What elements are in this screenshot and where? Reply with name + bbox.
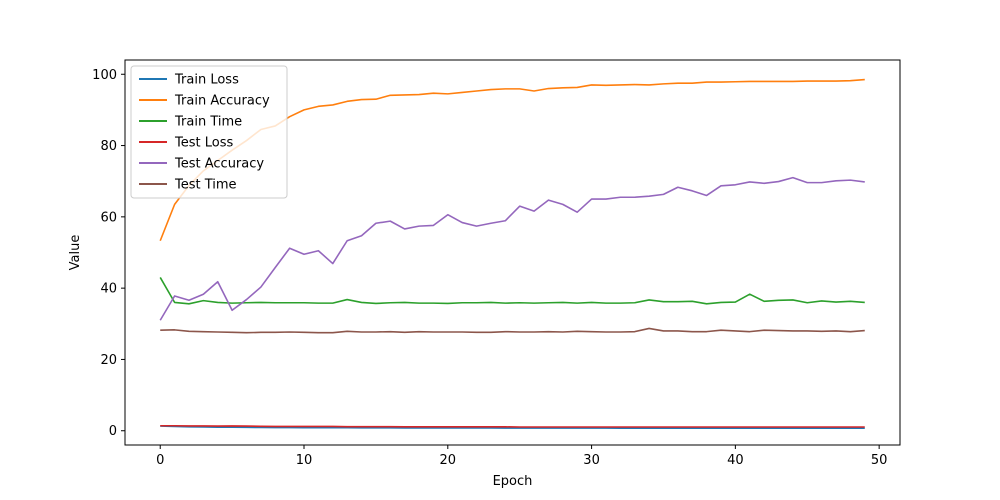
y-tick-label: 20 bbox=[100, 353, 117, 368]
y-tick-label: 60 bbox=[100, 210, 117, 225]
legend-entry-label: Train Accuracy bbox=[174, 94, 270, 109]
y-tick-label: 40 bbox=[100, 282, 117, 297]
legend: Train Loss Train Accuracy Train Time Test L… bbox=[130, 65, 288, 199]
x-tick-label: 30 bbox=[583, 453, 600, 468]
series-line-0 bbox=[160, 425, 865, 430]
legend-entry-label: Test Time bbox=[174, 178, 237, 193]
y-axis-ticks: 0 20 40 60 80 100 bbox=[92, 68, 125, 439]
y-tick-label: 0 bbox=[109, 424, 117, 439]
x-axis-label: Epoch bbox=[493, 474, 533, 489]
legend-entry-label: Test Loss bbox=[174, 136, 233, 151]
y-tick-label: 80 bbox=[100, 139, 117, 154]
series-line-4 bbox=[159, 176, 865, 321]
legend-box bbox=[130, 65, 288, 199]
x-tick-label: 10 bbox=[296, 453, 313, 468]
x-tick-label: 50 bbox=[871, 453, 888, 468]
legend-entry-label: Train Time bbox=[174, 115, 242, 130]
legend-entry-label: Test Accuracy bbox=[174, 157, 264, 172]
y-axis-label: Value bbox=[68, 235, 83, 271]
plot-area-frame bbox=[124, 59, 901, 446]
x-tick-label: 20 bbox=[440, 453, 457, 468]
legend-entry-label: Train Loss bbox=[174, 73, 239, 88]
y-tick-label: 100 bbox=[92, 68, 117, 83]
x-tick-label: 40 bbox=[727, 453, 744, 468]
series-line-5 bbox=[160, 327, 865, 334]
series-line-3 bbox=[160, 424, 865, 428]
x-axis-ticks: 0 10 20 30 40 50 bbox=[156, 445, 887, 468]
series-line-2 bbox=[159, 277, 865, 305]
x-tick-label: 0 bbox=[156, 453, 164, 468]
